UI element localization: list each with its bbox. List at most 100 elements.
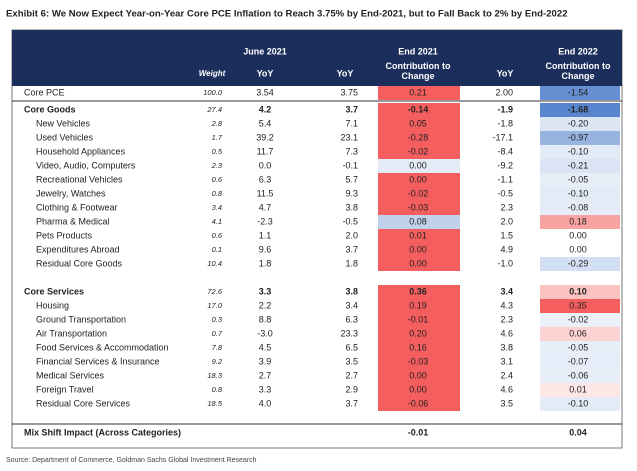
row-label: Clothing & Footwear (36, 202, 118, 212)
row-label: Medical Services (36, 370, 105, 380)
weight-cell: 1.7 (212, 133, 223, 142)
value-cell: 0.01 (569, 384, 587, 394)
value-cell: 0.00 (409, 384, 427, 394)
value-cell: -0.5 (342, 216, 358, 226)
row-label: Video, Audio, Computers (36, 160, 136, 170)
value-cell: 3.7 (345, 244, 358, 254)
value-cell: -0.06 (568, 370, 589, 380)
value-cell: 3.8 (500, 342, 513, 352)
value-cell: -0.06 (408, 398, 429, 408)
heat-cell (540, 173, 620, 187)
value-cell: 1.5 (500, 230, 513, 240)
value-cell: 6.3 (259, 174, 272, 184)
row-label: Pharma & Medical (36, 216, 110, 226)
value-cell: -3.0 (257, 328, 273, 338)
value-cell: 3.7 (345, 104, 358, 114)
heat-cell (540, 187, 620, 201)
value-cell: 23.3 (340, 328, 358, 338)
value-cell: 3.8 (345, 202, 358, 212)
heat-cell (540, 383, 620, 397)
row-label: Used Vehicles (36, 132, 94, 142)
value-cell: 11.7 (257, 146, 274, 156)
value-cell: 2.3 (500, 314, 513, 324)
value-cell: 0.36 (409, 286, 427, 296)
heat-cell (540, 103, 620, 117)
value-cell: -0.10 (568, 146, 589, 156)
value-cell: 3.3 (259, 384, 272, 394)
weight-cell: 0.7 (212, 329, 223, 338)
heat-cell (540, 341, 620, 355)
value-cell: 5.7 (345, 174, 358, 184)
heat-cell (540, 327, 620, 341)
value-cell: 0.01 (409, 230, 427, 240)
value-cell: 4.3 (500, 300, 513, 310)
heat-cell (540, 215, 620, 229)
weight-cell: 0.3 (212, 315, 223, 324)
value-cell: 0.00 (409, 370, 427, 380)
value-cell: -0.21 (568, 160, 589, 170)
value-cell: -0.03 (408, 202, 429, 212)
row-label: Core Goods (24, 104, 76, 114)
value-cell: 4.0 (259, 398, 272, 408)
heat-cell (378, 285, 460, 299)
heat-cell (378, 355, 460, 369)
value-cell: -0.05 (568, 342, 589, 352)
column-header: YoY (337, 68, 354, 78)
heat-cell (378, 369, 460, 383)
group-header: End 2022 (558, 46, 598, 56)
weight-cell: 0.6 (212, 175, 223, 184)
heat-cell (540, 117, 620, 131)
value-cell: 0.00 (409, 160, 427, 170)
heat-cell (378, 187, 460, 201)
source: Source: Department of Commerce, Goldman … (6, 457, 257, 464)
value-cell: 4.6 (500, 384, 513, 394)
row-label: New Vehicles (36, 118, 91, 128)
heat-cell (378, 131, 460, 145)
value-cell: 0.35 (569, 300, 587, 310)
group-header: June 2021 (243, 46, 287, 56)
value-cell: -0.1 (342, 160, 358, 170)
value-cell: 3.1 (500, 356, 513, 366)
heat-cell (378, 257, 460, 271)
weight-cell: 17.0 (207, 301, 222, 310)
value-cell: 2.9 (345, 384, 358, 394)
value-cell: 3.54 (256, 87, 274, 97)
row-label: Housing (36, 300, 69, 310)
value-cell: 7.1 (345, 118, 358, 128)
row-label: Food Services & Accommodation (36, 342, 169, 352)
column-header: YoY (257, 68, 274, 78)
value-cell: -8.4 (497, 146, 513, 156)
value-cell: 0.16 (409, 342, 427, 352)
row-label: Mix Shift Impact (Across Categories) (24, 427, 181, 437)
value-cell: 2.7 (345, 370, 358, 380)
row-label: Expenditures Abroad (36, 244, 120, 254)
value-cell: -0.14 (408, 104, 429, 114)
value-cell: 2.0 (500, 216, 513, 226)
heat-cell (378, 173, 460, 187)
value-cell: 0.21 (409, 87, 427, 97)
heat-cell (378, 341, 460, 355)
row-label: Household Appliances (36, 146, 126, 156)
value-cell: 0.20 (409, 328, 427, 338)
weight-cell: 0.5 (212, 147, 223, 156)
value-cell: -0.20 (568, 118, 589, 128)
value-cell: 3.4 (500, 286, 513, 296)
heat-cell (378, 313, 460, 327)
heat-cell (540, 131, 620, 145)
weight-cell: 3.4 (212, 203, 222, 212)
value-cell: -1.9 (497, 104, 513, 114)
value-cell: 2.2 (259, 300, 272, 310)
heat-cell (540, 201, 620, 215)
value-cell: -0.05 (568, 174, 589, 184)
weight-cell: 7.8 (212, 343, 223, 352)
value-cell: -0.01 (408, 427, 429, 437)
weight-cell: 18.5 (207, 399, 222, 408)
value-cell: -0.02 (408, 146, 429, 156)
value-cell: 0.08 (409, 216, 427, 226)
value-cell: 4.9 (500, 244, 513, 254)
heat-cell (378, 117, 460, 131)
value-cell: 3.9 (259, 356, 272, 366)
value-cell: 2.00 (495, 87, 513, 97)
value-cell: 4.2 (259, 104, 272, 114)
